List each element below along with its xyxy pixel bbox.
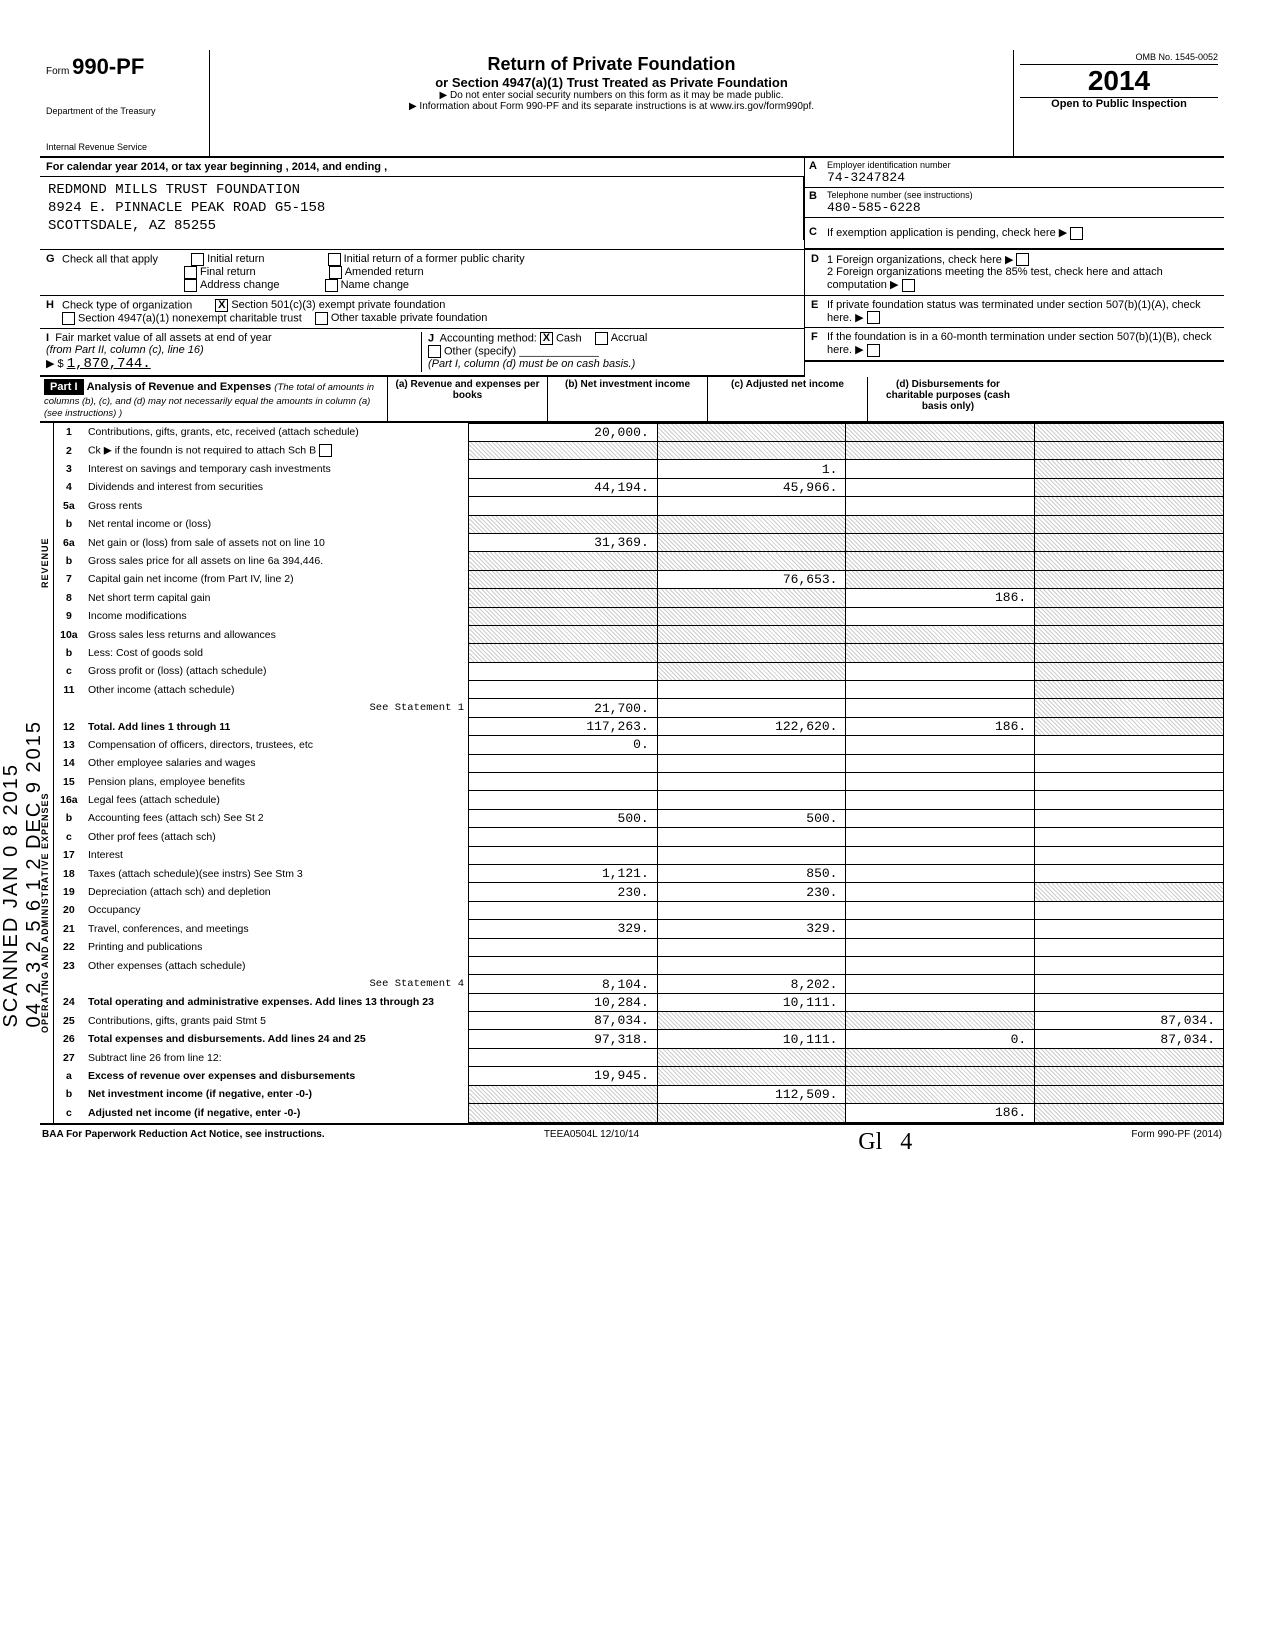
line-18: 18Taxes (attach schedule)(see instrs) Se… — [54, 864, 1224, 882]
section-i: I Fair market value of all assets at end… — [46, 332, 422, 372]
line-16b: bAccounting fees (attach sch) See St 250… — [54, 809, 1224, 827]
section-f: If the foundation is in a 60-month termi… — [827, 331, 1218, 357]
section-e: If private foundation status was termina… — [827, 299, 1218, 325]
form-subtitle: or Section 4947(a)(1) Trust Treated as P… — [220, 75, 1003, 90]
org-name: REDMOND MILLS TRUST FOUNDATION — [48, 181, 795, 199]
ck-amended[interactable] — [329, 266, 342, 279]
ck-other-taxable[interactable] — [315, 312, 328, 325]
section-g: G Check all that apply Initial return In… — [40, 250, 804, 296]
org-addr2: SCOTTSDALE, AZ 85255 — [48, 217, 795, 235]
line-20: 20Occupancy — [54, 901, 1224, 919]
part1-table: REVENUEOPERATING AND ADMINISTRATIVE EXPE… — [40, 422, 1224, 1123]
line-13: 13Compensation of officers, directors, t… — [54, 736, 1224, 754]
line-15: 15Pension plans, employee benefits — [54, 773, 1224, 791]
line-21: 21Travel, conferences, and meetings329.3… — [54, 920, 1224, 938]
line-9: 9Income modifications — [54, 607, 1224, 625]
col-b-header: (b) Net investment income — [548, 377, 708, 421]
line-16a: 16aLegal fees (attach schedule) — [54, 791, 1224, 809]
section-j: J Accounting method: XCash Accrual Other… — [422, 332, 798, 372]
part1-label: Part I — [44, 379, 84, 395]
calendar-year-line: For calendar year 2014, or tax year begi… — [40, 158, 804, 177]
form-header: Form 990-PF Department of the Treasury I… — [40, 50, 1224, 158]
line-27c: cAdjusted net income (if negative, enter… — [54, 1104, 1224, 1123]
line-23: 23Other expenses (attach schedule) — [54, 956, 1224, 974]
ein-label: Employer identification number — [827, 160, 1220, 170]
col-d-header: (d) Disbursements for charitable purpose… — [868, 377, 1028, 421]
line-3: 3Interest on savings and temporary cash … — [54, 460, 1224, 478]
footer-mid: TEEA0504L 12/10/14 — [544, 1129, 639, 1156]
line-4: 4Dividends and interest from securities4… — [54, 478, 1224, 496]
line-8: 8Net short term capital gain186. — [54, 589, 1224, 607]
line-11-stmt: See Statement 121,700. — [54, 699, 1224, 717]
line-10b: bLess: Cost of goods sold — [54, 644, 1224, 662]
ck-schB[interactable] — [319, 444, 332, 457]
ck-501c3[interactable]: X — [215, 299, 228, 312]
form-note1: ▶ Do not enter social security numbers o… — [220, 90, 1003, 101]
form-title: Return of Private Foundation — [220, 54, 1003, 75]
org-address-block: REDMOND MILLS TRUST FOUNDATION 8924 E. P… — [40, 177, 804, 240]
line-16c: cOther prof fees (attach sch) — [54, 828, 1224, 846]
line-14: 14Other employee salaries and wages — [54, 754, 1224, 772]
side-expenses: OPERATING AND ADMINISTRATIVE EXPENSES — [40, 703, 50, 1123]
footer-right: Form 990-PF (2014) — [1131, 1129, 1222, 1156]
col-c-header: (c) Adjusted net income — [708, 377, 868, 421]
line-25: 25Contributions, gifts, grants paid Stmt… — [54, 1012, 1224, 1030]
line-5b: bNet rental income or (loss) — [54, 515, 1224, 533]
ck-accrual[interactable] — [595, 332, 608, 345]
section-d: 1 Foreign organizations, check here ▶ 2 … — [827, 253, 1218, 292]
ck-d1[interactable] — [1016, 253, 1029, 266]
exempt-pending: If exemption application is pending, che… — [823, 224, 1224, 242]
checkbox-c[interactable] — [1070, 227, 1083, 240]
ck-d2[interactable] — [902, 279, 915, 292]
ck-other-method[interactable] — [428, 345, 441, 358]
ck-e[interactable] — [867, 311, 880, 324]
line-7: 7Capital gain net income (from Part IV, … — [54, 570, 1224, 588]
line-6b: bGross sales price for all assets on lin… — [54, 552, 1224, 570]
line-1: 1Contributions, gifts, grants, etc, rece… — [54, 423, 1224, 441]
line-27: 27Subtract line 26 from line 12: — [54, 1048, 1224, 1066]
page-footer: BAA For Paperwork Reduction Act Notice, … — [40, 1123, 1224, 1160]
ck-f[interactable] — [867, 344, 880, 357]
section-h: H Check type of organization XSection 50… — [40, 296, 804, 329]
line-22: 22Printing and publications — [54, 938, 1224, 956]
public-inspection: Open to Public Inspection — [1020, 98, 1218, 110]
line-11: 11Other income (attach schedule) — [54, 681, 1224, 699]
line-10c: cGross profit or (loss) (attach schedule… — [54, 662, 1224, 680]
ein-value: 74-3247824 — [827, 170, 1220, 185]
ck-final-return[interactable] — [184, 266, 197, 279]
line-5a: 5aGross rents — [54, 497, 1224, 515]
line-12: 12Total. Add lines 1 through 11117,263.1… — [54, 717, 1224, 735]
footer-left: BAA For Paperwork Reduction Act Notice, … — [42, 1129, 325, 1156]
omb-number: OMB No. 1545-0052 — [1020, 52, 1218, 65]
line-17: 17Interest — [54, 846, 1224, 864]
tax-year: 2014 — [1020, 65, 1218, 98]
org-addr1: 8924 E. PINNACLE PEAK ROAD G5-158 — [48, 199, 795, 217]
side-revenue: REVENUE — [40, 423, 50, 703]
phone-value: 480-585-6228 — [827, 200, 1220, 215]
dept-irs: Internal Revenue Service — [46, 142, 203, 152]
line-27a: aExcess of revenue over expenses and dis… — [54, 1067, 1224, 1085]
phone-label: Telephone number (see instructions) — [827, 190, 1220, 200]
ck-4947[interactable] — [62, 312, 75, 325]
form-note2: ▶ Information about Form 990-PF and its … — [220, 101, 1003, 112]
line-2: 2Ck ▶ if the foundn is not required to a… — [54, 441, 1224, 459]
ck-cash[interactable]: X — [540, 332, 553, 345]
col-a-header: (a) Revenue and expenses per books — [388, 377, 548, 421]
ck-name-change[interactable] — [325, 279, 338, 292]
line-6a: 6aNet gain or (loss) from sale of assets… — [54, 533, 1224, 551]
line-26: 26Total expenses and disbursements. Add … — [54, 1030, 1224, 1048]
ck-address-change[interactable] — [184, 279, 197, 292]
dept-treasury: Department of the Treasury — [46, 106, 203, 116]
line-19: 19Depreciation (attach sch) and depletio… — [54, 883, 1224, 901]
line-27b: bNet investment income (if negative, ent… — [54, 1085, 1224, 1103]
part1-header-row: Part I Analysis of Revenue and Expenses … — [40, 377, 1224, 422]
line-23-stmt: See Statement 48,104.8,202. — [54, 975, 1224, 993]
line-10a: 10aGross sales less returns and allowanc… — [54, 625, 1224, 643]
ck-initial-return[interactable] — [191, 253, 204, 266]
fmv-value: 1,870,744. — [67, 356, 151, 372]
form-number: Form 990-PF — [46, 54, 203, 80]
line-24: 24Total operating and administrative exp… — [54, 993, 1224, 1011]
footer-initials: Gl 4 — [858, 1129, 912, 1156]
ck-initial-former[interactable] — [328, 253, 341, 266]
